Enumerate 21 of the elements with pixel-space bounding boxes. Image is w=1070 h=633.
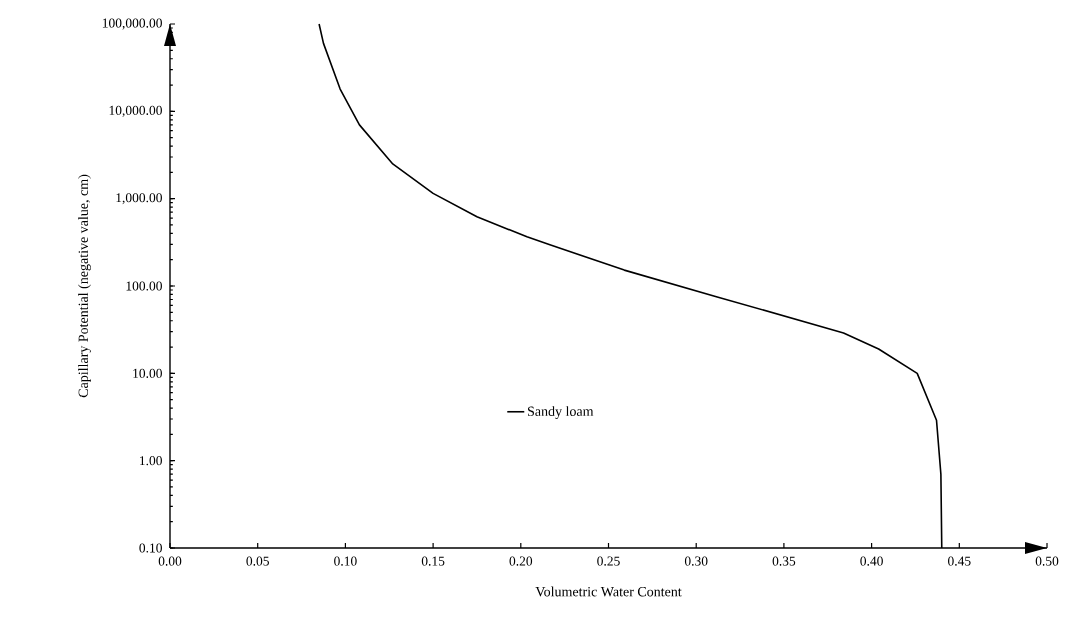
x-tick-label: 0.45 (948, 556, 971, 566)
x-tick-label: 0.10 (334, 556, 357, 566)
y-tick-label: 10,000.00 (109, 105, 162, 117)
y-tick-label: 0.10 (139, 543, 162, 553)
x-tick-label: 0.40 (860, 556, 883, 566)
legend-label: Sandy loam (528, 406, 594, 419)
x-tick-label: 0.05 (246, 556, 269, 566)
y-tick-label: 100.00 (126, 281, 162, 291)
y-tick-label: 10.00 (133, 368, 162, 378)
x-tick-label: 0.50 (1035, 556, 1059, 566)
x-tick-label: 0.25 (597, 556, 620, 566)
x-tick-label: 0.00 (158, 556, 182, 566)
x-tick-label: 0.30 (684, 556, 708, 566)
x-tick-label: 0.35 (772, 556, 796, 566)
y-tick-label: 100,000.00 (102, 18, 162, 30)
y-axis-title: Capillary Potential (negative value, cm) (78, 174, 91, 398)
x-tick-label: 0.20 (509, 556, 533, 566)
x-axis-title: Volumetric Water Content (535, 586, 682, 597)
y-tick-label: 1.00 (140, 456, 162, 466)
x-tick-label: 0.15 (421, 556, 445, 566)
y-tick-label: 1,000.00 (116, 193, 162, 205)
